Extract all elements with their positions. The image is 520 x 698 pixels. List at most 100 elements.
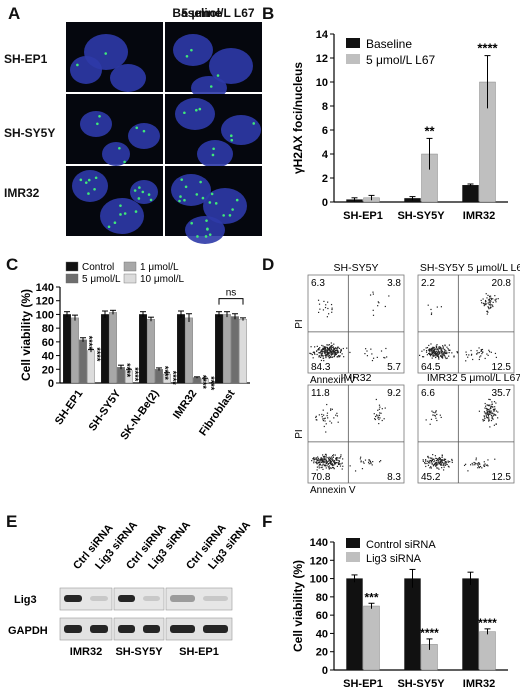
event-dot [333, 460, 335, 462]
event-dot [329, 353, 331, 355]
event-dot [470, 464, 472, 466]
event-dot [422, 356, 425, 358]
event-dot [434, 352, 436, 354]
event-dot [435, 345, 437, 347]
event-dot [489, 295, 492, 297]
event-dot [489, 404, 491, 406]
panel-letter-e: E [6, 512, 18, 531]
event-dot [485, 304, 487, 306]
legend-swatch [346, 38, 360, 48]
event-dot [494, 352, 497, 355]
foci-dot [134, 210, 138, 213]
y-tick-label: 0 [322, 665, 328, 677]
event-dot [424, 462, 426, 464]
event-dot [384, 407, 386, 409]
event-dot [322, 460, 324, 463]
event-dot [315, 415, 317, 417]
event-dot [440, 349, 442, 351]
event-dot [329, 461, 331, 464]
foci-dot [208, 233, 212, 236]
event-dot [327, 463, 329, 466]
event-dot [325, 353, 327, 355]
event-dot [330, 408, 332, 410]
event-dot [336, 462, 338, 464]
foci-dot [214, 202, 218, 205]
event-dot [313, 462, 315, 464]
band-lig3-sirna [203, 596, 228, 601]
event-dot [337, 351, 339, 353]
event-dot [490, 298, 493, 300]
y-tick-label: 6 [322, 125, 328, 137]
event-dot [422, 460, 424, 462]
quadrant-ur: 20.8 [492, 278, 512, 289]
event-dot [478, 462, 480, 464]
event-dot [325, 467, 327, 469]
event-dot [337, 346, 339, 348]
quadrant-ul: 11.8 [311, 388, 330, 399]
event-dot [336, 458, 338, 460]
quadrant-ul: 2.2 [421, 278, 435, 289]
foci-dot [252, 122, 256, 125]
event-dot [490, 297, 492, 300]
event-dot [439, 352, 441, 354]
event-dot [494, 299, 496, 301]
event-dot [380, 460, 382, 462]
event-dot [378, 461, 381, 463]
panel-letter-f: F [262, 512, 273, 531]
band-gapdh [90, 625, 108, 633]
event-dot [479, 465, 482, 468]
event-dot [316, 345, 318, 347]
event-dot [431, 350, 433, 352]
event-dot [336, 457, 338, 459]
event-dot [487, 417, 489, 419]
event-dot [485, 407, 487, 410]
event-dot [486, 408, 488, 410]
event-dot [326, 316, 328, 318]
event-dot [444, 344, 446, 346]
band-gapdh [203, 625, 228, 633]
event-dot [493, 414, 495, 416]
event-dot [425, 459, 427, 461]
event-dot [337, 352, 339, 354]
event-dot [325, 355, 327, 357]
event-dot [330, 458, 332, 461]
event-dot [482, 420, 484, 422]
event-dot [360, 456, 362, 458]
event-dot [334, 354, 336, 356]
event-dot [480, 355, 482, 357]
event-dot [438, 346, 440, 348]
col-label-baseline: Baseline [172, 6, 222, 20]
x-tick-label: SK-N-Be(2) [118, 388, 161, 443]
event-dot [493, 410, 496, 412]
event-dot [383, 356, 385, 359]
event-dot [477, 467, 479, 469]
event-dot [445, 357, 447, 360]
event-dot [324, 351, 326, 353]
event-dot [370, 461, 372, 464]
event-dot [375, 398, 377, 401]
legend-swatch [65, 273, 79, 284]
event-dot [441, 356, 443, 358]
event-dot [427, 464, 430, 466]
event-dot [326, 461, 328, 463]
event-dot [439, 463, 441, 465]
event-dot [439, 414, 441, 416]
event-dot [324, 346, 326, 348]
event-dot [494, 408, 496, 410]
event-dot [329, 346, 331, 348]
band-label-gapdh: GAPDH [8, 625, 48, 637]
foci-dot [179, 195, 182, 198]
event-dot [441, 467, 443, 469]
event-dot [331, 351, 333, 354]
event-dot [316, 458, 318, 461]
event-dot [465, 354, 468, 356]
event-dot [470, 354, 473, 356]
event-dot [335, 459, 338, 461]
event-dot [478, 410, 481, 412]
foci-dot [119, 204, 122, 207]
event-dot [340, 454, 342, 456]
event-dot [430, 418, 433, 420]
event-dot [492, 406, 494, 408]
flow-y-label: PI [294, 429, 305, 438]
